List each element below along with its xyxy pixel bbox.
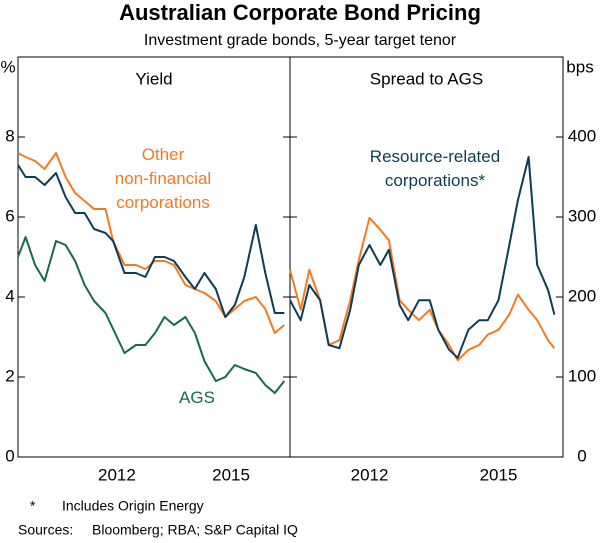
y-tick-label: 0: [577, 446, 586, 465]
y-tick-label: 8: [5, 126, 14, 145]
series-label: Other non-financial corporations: [114, 145, 212, 212]
x-tick-label: 2012: [98, 465, 136, 484]
panel-title: Spread to AGS: [370, 69, 483, 88]
y-unit: bps: [566, 57, 593, 76]
x-tick-label: 2015: [212, 465, 250, 484]
series-line: [17, 236, 286, 394]
y-tick-label: 300: [568, 206, 596, 225]
y-tick-label: 100: [568, 366, 596, 385]
y-tick-label: 6: [5, 206, 14, 225]
chart-title: Australian Corporate Bond Pricing: [119, 0, 481, 25]
footnote-marker: *: [30, 498, 36, 514]
footnote: Includes Origin Energy: [62, 498, 204, 514]
y-tick-label: 2: [5, 366, 14, 385]
x-tick-label: 2012: [351, 465, 389, 484]
chart-subtitle: Investment grade bonds, 5-year target te…: [144, 32, 457, 49]
series-label: Resource-related corporations*: [369, 147, 501, 190]
y-tick-label: 4: [5, 286, 14, 305]
y-tick-label: 0: [5, 446, 14, 465]
y-unit: %: [0, 57, 15, 76]
series-line: [289, 156, 556, 359]
y-tick-label: 200: [568, 286, 596, 305]
series-line: [289, 216, 556, 362]
series-label: AGS: [179, 388, 215, 407]
sources-label: Sources:: [18, 522, 73, 538]
panel-title: Yield: [135, 69, 172, 88]
x-tick-label: 2015: [480, 465, 518, 484]
y-tick-label: 400: [568, 126, 596, 145]
series-line: [17, 164, 285, 318]
sources: Bloomberg; RBA; S&P Capital IQ: [92, 522, 298, 538]
